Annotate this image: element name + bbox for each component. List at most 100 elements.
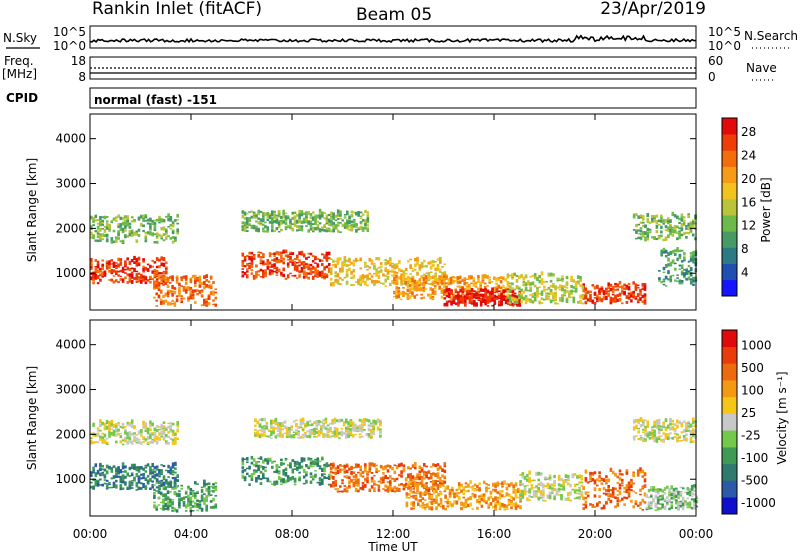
power-cell xyxy=(522,290,526,294)
power-cell xyxy=(119,216,123,221)
power-colorbar-tick: 8 xyxy=(741,242,749,256)
velocity-cell xyxy=(322,432,325,437)
velocity-cell xyxy=(117,471,120,473)
power-cell xyxy=(364,219,367,224)
velocity-cell xyxy=(306,424,309,427)
velocity-cell xyxy=(349,431,353,435)
power-colorbar-tick: 20 xyxy=(741,172,756,186)
velocity-cell xyxy=(175,509,179,513)
velocity-cell xyxy=(149,441,152,444)
power-cell xyxy=(255,225,258,230)
power-cell xyxy=(268,269,272,272)
power-cell xyxy=(291,223,295,226)
velocity-cell xyxy=(339,468,342,472)
power-cell xyxy=(359,284,362,287)
power-cell xyxy=(370,279,374,284)
power-cell xyxy=(676,237,679,241)
power-cell xyxy=(153,219,157,222)
power-cell xyxy=(461,299,465,304)
velocity-cell xyxy=(405,492,409,496)
power-cell xyxy=(475,296,478,300)
power-cell xyxy=(241,263,245,267)
power-cell xyxy=(191,274,195,279)
power-cell xyxy=(316,220,320,223)
power-cell xyxy=(418,278,422,283)
velocity-cell xyxy=(160,483,163,487)
power-cell xyxy=(203,300,206,303)
power-cell xyxy=(522,283,526,287)
velocity-cell xyxy=(297,425,300,428)
velocity-cell xyxy=(386,481,390,484)
velocity-cell xyxy=(348,468,351,471)
power-cell xyxy=(155,257,159,261)
power-cell xyxy=(490,281,494,283)
power-cell xyxy=(291,217,295,220)
power-cell xyxy=(321,276,324,278)
power-echo-band xyxy=(241,208,370,233)
power-cell xyxy=(433,285,437,287)
velocity-cell xyxy=(368,468,372,471)
power-cell xyxy=(653,215,656,218)
power-cell xyxy=(552,295,555,300)
velocity-cell xyxy=(297,430,300,434)
power-cell xyxy=(399,291,403,293)
velocity-cell xyxy=(437,493,440,497)
velocity-cell xyxy=(347,425,350,429)
power-cell xyxy=(411,281,414,286)
power-cell xyxy=(427,293,430,297)
power-cell xyxy=(165,230,168,233)
power-cell xyxy=(586,298,590,301)
power-cell xyxy=(325,251,329,256)
power-cell xyxy=(128,222,132,225)
velocity-cell xyxy=(119,432,123,435)
velocity-cell xyxy=(176,437,179,440)
power-cell xyxy=(483,286,487,291)
velocity-cell xyxy=(272,430,275,435)
velocity-cell xyxy=(351,429,355,431)
velocity-cell xyxy=(544,484,547,487)
power-cell xyxy=(506,281,510,285)
power-cell xyxy=(336,218,340,220)
power-cell xyxy=(203,285,206,290)
velocity-cell xyxy=(103,475,107,479)
power-cell xyxy=(529,300,532,304)
velocity-cell xyxy=(530,484,534,487)
velocity-cell xyxy=(144,486,148,490)
nsky-noise-line xyxy=(89,34,696,44)
velocity-cell xyxy=(345,490,349,493)
power-cell xyxy=(142,275,145,279)
power-cell xyxy=(112,280,116,284)
power-cell xyxy=(112,265,116,268)
velocity-cell xyxy=(370,423,373,428)
power-cell xyxy=(515,298,519,302)
power-cell xyxy=(359,217,363,220)
velocity-cell xyxy=(137,440,141,444)
power-cell xyxy=(646,213,650,218)
velocity-cell xyxy=(417,499,420,502)
power-cell xyxy=(399,298,403,301)
power-cell xyxy=(325,222,329,225)
power-cell xyxy=(671,211,675,216)
power-cell xyxy=(477,287,480,290)
power-cell xyxy=(164,282,168,285)
power-cell xyxy=(456,276,460,280)
velocity-cell xyxy=(110,469,114,473)
power-cell xyxy=(135,259,139,262)
power-cell xyxy=(364,261,367,264)
power-cell xyxy=(450,302,453,306)
power-cell xyxy=(431,280,435,283)
velocity-cell xyxy=(487,496,490,501)
power-cell xyxy=(621,286,624,289)
velocity-cell xyxy=(304,424,307,427)
velocity-cell xyxy=(169,481,173,485)
power-cell xyxy=(171,292,174,297)
power-cell xyxy=(406,285,410,289)
power-cell xyxy=(316,275,320,278)
velocity-cell xyxy=(526,478,529,482)
power-cell xyxy=(266,259,270,263)
power-cell xyxy=(680,222,684,226)
power-cell xyxy=(609,301,613,304)
power-cell xyxy=(464,295,467,299)
velocity-cell xyxy=(436,476,440,479)
velocity-cell xyxy=(546,495,550,499)
